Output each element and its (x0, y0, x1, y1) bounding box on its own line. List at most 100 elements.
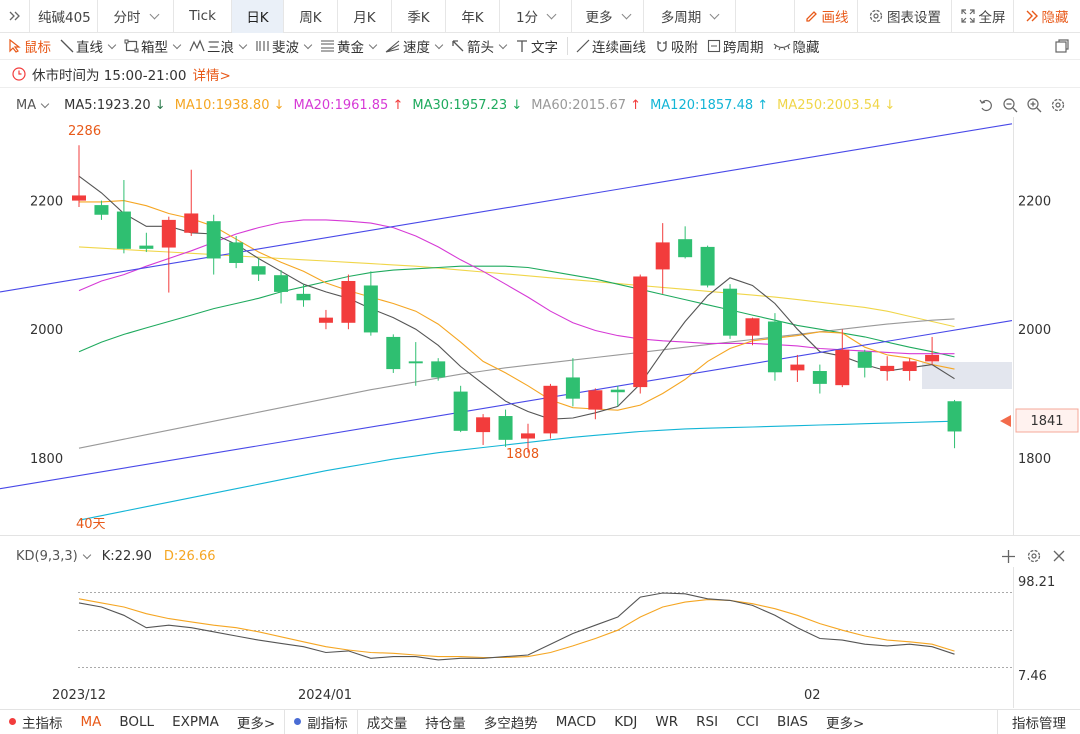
tool-cursor[interactable]: 鼠标 (8, 36, 51, 56)
candle-body (72, 195, 86, 201)
arrow-icon (452, 40, 464, 52)
tab-quarterly-k[interactable]: 季K (392, 0, 446, 33)
indicator-volume[interactable]: 成交量 (366, 715, 408, 732)
kd-selector[interactable]: KD(9,3,3) (16, 548, 92, 564)
ma5-line (78, 175, 955, 420)
tool-golden[interactable]: 黄金 (320, 36, 378, 56)
tool-three-wave[interactable]: 三浪 (189, 36, 248, 56)
tab-timeshare[interactable]: 分时 (98, 0, 174, 33)
tab-more[interactable]: 更多 (572, 0, 644, 33)
tool-label: 黄金 (337, 40, 364, 56)
dot-icon (294, 718, 302, 725)
tool-cross-period[interactable]: 跨周期 (707, 36, 764, 56)
y-tick-label-left: 2200 (30, 195, 63, 210)
selection-box[interactable] (922, 362, 1012, 389)
tool-arrow[interactable]: 箭头 (451, 36, 508, 56)
collapse-icon[interactable] (0, 0, 30, 33)
main-more-button[interactable]: 更多> (236, 715, 276, 732)
indicator-expma[interactable]: EXPMA (172, 713, 219, 730)
hide-button[interactable]: 隐藏 (1014, 0, 1080, 33)
ma30-line (78, 265, 955, 358)
tool-line[interactable]: 直线 (60, 36, 117, 56)
gear-icon[interactable] (1026, 548, 1042, 564)
ma60-line (78, 318, 955, 449)
indicator-macd[interactable]: MACD (555, 713, 597, 730)
candle-body (678, 239, 693, 258)
symbol-name[interactable]: 纯碱405 (30, 0, 98, 33)
ma250-value: MA250:2003.54 ↓ (777, 98, 895, 113)
close-icon[interactable] (1052, 549, 1066, 563)
candle-body (318, 317, 333, 323)
zoom-out-icon[interactable] (1002, 97, 1018, 113)
tool-snap[interactable]: 吸附 (655, 36, 698, 56)
indicator-bias[interactable]: BIAS (776, 713, 808, 730)
trend-line-1 (0, 320, 1013, 490)
tab-tick[interactable]: Tick (174, 0, 232, 33)
cross-period-icon (707, 39, 721, 53)
y-tick-label-right: 2000 (1018, 323, 1051, 338)
indicator-wr[interactable]: WR (655, 713, 679, 730)
ma250-line (78, 246, 955, 328)
tool-text[interactable]: 文字 (515, 36, 558, 56)
indicator-cci[interactable]: CCI (736, 713, 759, 730)
kd-k-line (78, 592, 955, 661)
draw-line-button[interactable]: 画线 (794, 0, 858, 33)
tab-yearly-k[interactable]: 年K (446, 0, 500, 33)
candlestick-chart[interactable]: 2200 2200 2000 2000 1800 1800 2286 1808 40天 1… (0, 117, 1080, 537)
magnet-icon (657, 41, 667, 52)
main-indicator-toggle[interactable]: 主指标 (0, 712, 72, 732)
zoom-in-icon[interactable] (1026, 97, 1042, 113)
candle-body (857, 351, 872, 368)
tool-speed[interactable]: 速度 (385, 36, 444, 56)
sub-more-button[interactable]: 更多> (826, 715, 865, 732)
tab-label: 分时 (113, 10, 141, 26)
ma-text: MA120:1857.48 (650, 97, 754, 113)
tool-box[interactable]: 箱型 (124, 36, 182, 56)
kd-ymin-label: 7.46 (1018, 669, 1047, 684)
tab-1min[interactable]: 1分 (500, 0, 572, 33)
indicator-rsi[interactable]: RSI (696, 713, 719, 730)
y-tick-label-left: 1800 (30, 452, 63, 467)
tool-hide[interactable]: 隐藏 (773, 36, 820, 56)
tab-multi-period[interactable]: 多周期 (644, 0, 736, 33)
ma10-value: MA10:1938.80 ↓ (175, 98, 285, 113)
reset-icon[interactable] (978, 97, 994, 113)
x-label-jan: 2024/01 (298, 688, 352, 703)
indicator-boll[interactable]: BOLL (119, 713, 155, 730)
indicator-kdj[interactable]: KDJ (614, 713, 638, 730)
candle-body (229, 242, 244, 263)
candle-body (116, 211, 131, 249)
indicator-bull-bear[interactable]: 多空趋势 (483, 715, 538, 732)
tool-fibonacci[interactable]: 斐波 (255, 36, 313, 56)
indicator-open-interest[interactable]: 持仓量 (425, 715, 466, 732)
ma-arrow: ↑ (757, 97, 769, 113)
double-chevron-right-icon (1026, 10, 1038, 22)
candle-body (161, 219, 176, 248)
kd-d-value: D:26.66 (163, 548, 216, 564)
ma-selector[interactable]: MA (16, 98, 50, 113)
notice-bar: 休市时间为 15:00-21:00 详情> (0, 60, 1080, 88)
add-indicator-icon[interactable] (1001, 549, 1016, 564)
tab-monthly-k[interactable]: 月K (338, 0, 392, 33)
kd-label: KD(9,3,3) (16, 548, 78, 564)
kd-chart[interactable]: 98.21 7.46 2023/12 2024/01 02 (0, 567, 1080, 709)
x-label-dec: 2023/12 (52, 688, 106, 703)
tab-weekly-k[interactable]: 周K (284, 0, 338, 33)
candle-body (453, 391, 468, 431)
tab-daily-k[interactable]: 日K (232, 0, 284, 33)
pencil-icon (805, 10, 817, 22)
notice-details-link[interactable]: 详情> (192, 67, 231, 84)
high-price-label: 2286 (68, 124, 101, 139)
candle-body (812, 371, 827, 384)
tool-continuous-draw[interactable]: 连续画线 (576, 36, 646, 56)
indicator-manage-button[interactable]: 指标管理 (1012, 715, 1066, 732)
candle-body (363, 285, 378, 333)
layout-icon[interactable] (1054, 38, 1070, 54)
candle-body (521, 433, 535, 439)
indicator-ma[interactable]: MA (80, 713, 102, 730)
gear-icon[interactable] (1050, 97, 1066, 113)
text-icon (517, 40, 527, 52)
sub-indicator-toggle[interactable]: 副指标 (285, 712, 357, 732)
fullscreen-button[interactable]: 全屏 (952, 0, 1014, 33)
chart-settings-button[interactable]: 图表设置 (858, 0, 952, 33)
